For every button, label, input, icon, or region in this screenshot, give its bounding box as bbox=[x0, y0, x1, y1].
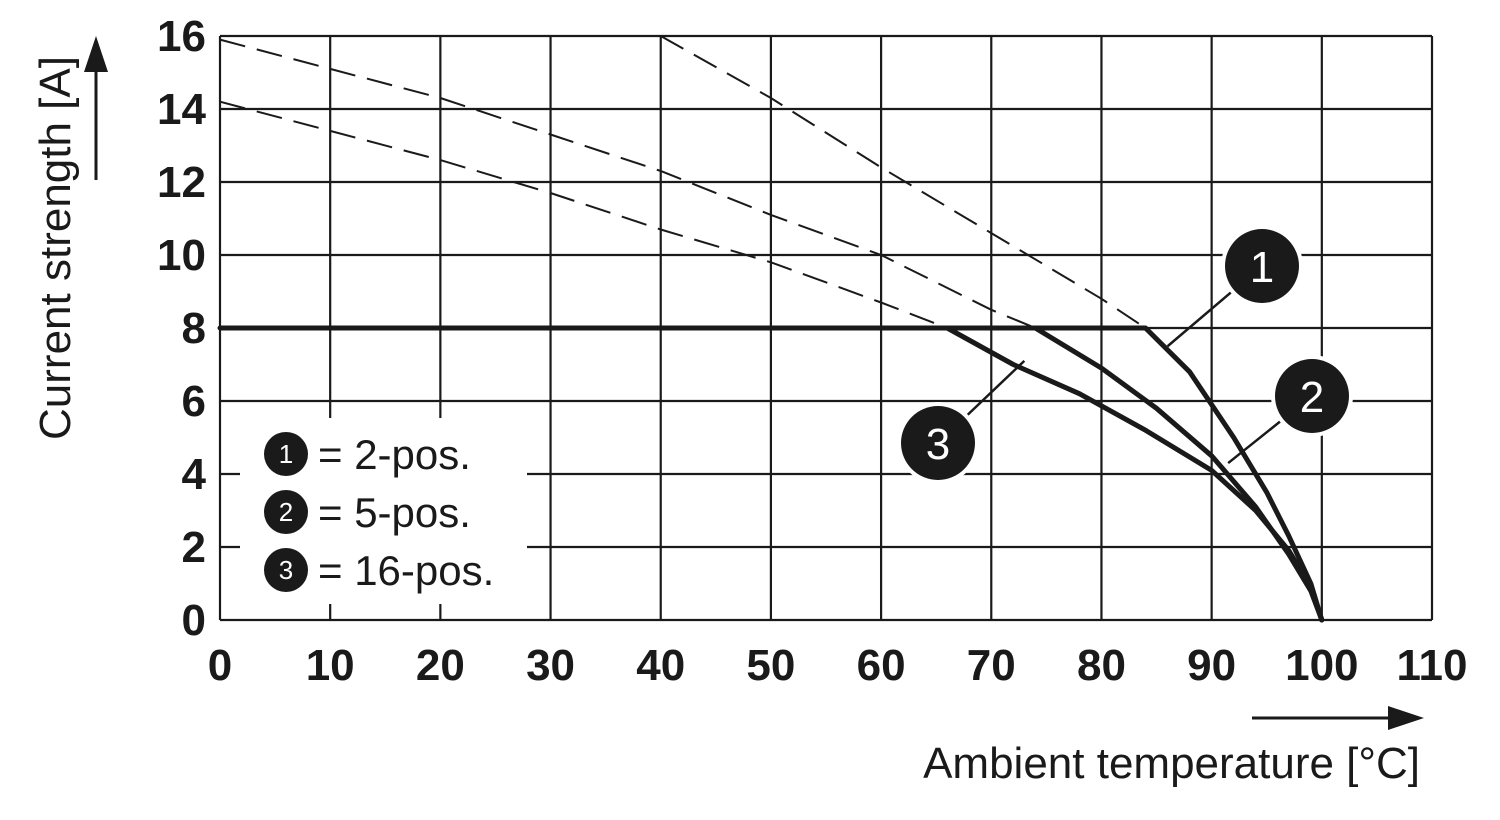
dashed-curves bbox=[219, 35, 1147, 329]
callout-number-1: 1 bbox=[1250, 243, 1274, 292]
x-axis-label: Ambient temperature [°C] bbox=[923, 739, 1420, 788]
x-axis-title: Ambient temperature [°C] bbox=[923, 706, 1424, 788]
legend-box: 1 = 2-pos. 2 = 5-pos. 3 = 16-pos. bbox=[240, 418, 527, 604]
y-tick-label: 0 bbox=[182, 596, 206, 645]
callout-leader-3 bbox=[966, 359, 1026, 416]
y-axis-arrow-head bbox=[84, 36, 108, 72]
y-axis-ticks: 0 2 4 6 8 10 12 14 16 bbox=[157, 12, 206, 645]
callout-number-3: 3 bbox=[926, 420, 950, 469]
curve-1 bbox=[217, 325, 1325, 623]
dashed-curve-2 bbox=[219, 38, 1036, 329]
callout-circle-3 bbox=[901, 406, 975, 480]
callout-circle-2 bbox=[1275, 359, 1349, 433]
x-tick-label: 0 bbox=[208, 641, 232, 690]
legend-marker-1 bbox=[264, 432, 308, 476]
legend-marker-number: 1 bbox=[279, 439, 293, 469]
callout-leader-2 bbox=[1227, 420, 1281, 465]
y-tick-label: 14 bbox=[157, 85, 206, 134]
x-tick-label: 10 bbox=[306, 641, 355, 690]
x-tick-label: 50 bbox=[746, 641, 795, 690]
legend-label: = 16-pos. bbox=[318, 547, 494, 594]
curve-3 bbox=[944, 325, 1325, 623]
legend-marker-3 bbox=[264, 548, 308, 592]
x-axis-arrow-head bbox=[1388, 706, 1424, 730]
y-axis-label: Current strength [A] bbox=[31, 56, 80, 440]
x-tick-label: 100 bbox=[1285, 641, 1358, 690]
callout-leader-1 bbox=[1166, 291, 1232, 348]
legend-marker-number: 3 bbox=[279, 555, 293, 585]
legend-label: = 5-pos. bbox=[318, 489, 471, 536]
x-axis-ticks: 0 10 20 30 40 50 60 70 80 90 100 110 bbox=[208, 641, 1468, 690]
x-tick-label: 70 bbox=[967, 641, 1016, 690]
y-tick-label: 6 bbox=[182, 377, 206, 426]
y-tick-label: 4 bbox=[182, 450, 207, 499]
dashed-curve-3 bbox=[219, 100, 948, 329]
y-tick-label: 10 bbox=[157, 231, 206, 280]
x-tick-label: 40 bbox=[636, 641, 685, 690]
y-tick-label: 2 bbox=[182, 523, 206, 572]
x-tick-label: 30 bbox=[526, 641, 575, 690]
y-tick-label: 16 bbox=[157, 12, 206, 61]
dashed-curve-1 bbox=[660, 35, 1147, 329]
derating-curves bbox=[217, 325, 1325, 623]
y-tick-label: 12 bbox=[157, 158, 206, 207]
x-tick-label: 90 bbox=[1187, 641, 1236, 690]
x-tick-label: 20 bbox=[416, 641, 465, 690]
x-tick-label: 60 bbox=[857, 641, 906, 690]
legend-marker-2 bbox=[264, 490, 308, 534]
curve-callouts: 1 2 3 bbox=[897, 225, 1353, 484]
x-tick-label: 80 bbox=[1077, 641, 1126, 690]
legend-label: = 2-pos. bbox=[318, 431, 471, 478]
callout-number-2: 2 bbox=[1300, 373, 1324, 422]
y-axis-title: Current strength [A] bbox=[31, 36, 108, 440]
legend-marker-number: 2 bbox=[279, 497, 293, 527]
y-tick-label: 8 bbox=[182, 304, 206, 353]
callout-circle-1 bbox=[1225, 229, 1299, 303]
x-tick-label: 110 bbox=[1397, 641, 1468, 690]
